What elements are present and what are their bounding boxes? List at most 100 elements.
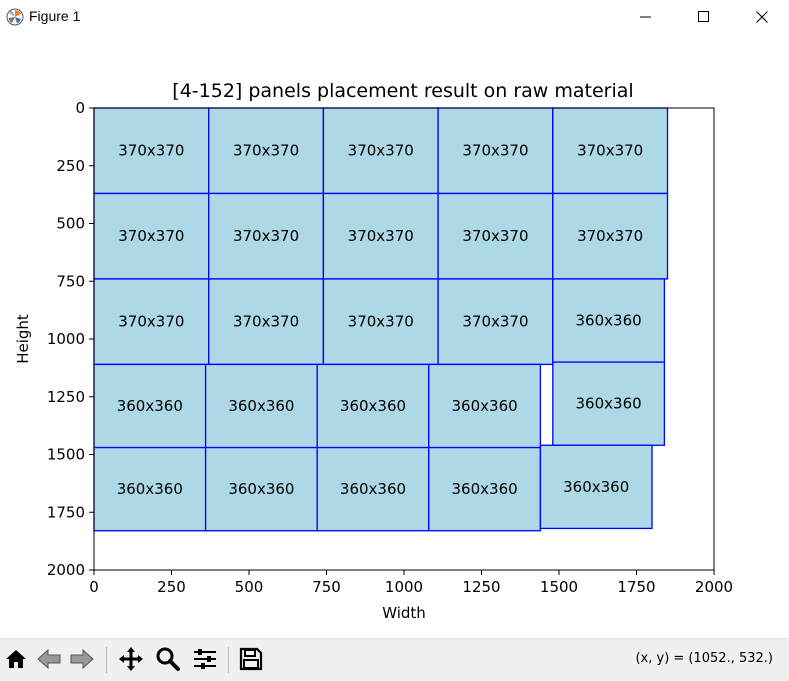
panel-rect: 370x370 [208, 278, 325, 366]
panel-rect: 360x360 [552, 361, 666, 446]
panel-rect: 370x370 [322, 107, 439, 195]
minimize-icon [640, 16, 651, 18]
minimize-button[interactable] [617, 0, 675, 34]
panel-label: 360x360 [452, 480, 518, 498]
y-tick-label: 250 [56, 157, 85, 175]
save-button[interactable] [237, 645, 265, 673]
panel-rect-shape [204, 363, 318, 449]
toolbar-separator [228, 647, 229, 673]
window-title: Figure 1 [29, 8, 81, 24]
maximize-button[interactable] [675, 0, 733, 34]
close-button[interactable] [733, 0, 789, 34]
y-tick-label: 1750 [47, 503, 85, 521]
y-tick-label: 2000 [47, 561, 85, 579]
panel-label: 370x370 [118, 142, 184, 160]
panel-rect-shape [552, 361, 666, 446]
plot-svg[interactable]: [4-152] panels placement result on raw m… [0, 34, 789, 638]
save-icon [239, 647, 263, 671]
x-tick-label: 1000 [385, 578, 423, 596]
panel-rect-shape [552, 278, 666, 363]
panel-rect-shape [93, 192, 210, 280]
panels-layer: 370x370 370x370 370x370 370x370 370x370 370x3… [93, 107, 669, 532]
panel-rect-shape [428, 446, 542, 532]
panel-label: 360x360 [117, 480, 183, 498]
y-tick-label: 1250 [47, 388, 85, 406]
panel-rect: 370x370 [437, 192, 554, 280]
home-button[interactable] [2, 645, 30, 673]
panel-rect: 370x370 [208, 107, 325, 195]
panel-label: 360x360 [563, 478, 629, 496]
panel-rect: 370x370 [93, 278, 210, 366]
panel-rect: 370x370 [322, 278, 439, 366]
y-tick-label: 1500 [47, 446, 85, 464]
panel-rect: 370x370 [437, 278, 554, 366]
panel-rect: 370x370 [322, 192, 439, 280]
back-button[interactable] [35, 645, 63, 673]
configure-subplots-button[interactable] [191, 645, 219, 673]
panel-rect-shape [552, 107, 669, 195]
y-axis: 0 250 500 750 1000 1250 1500 1750 2000 [47, 99, 94, 579]
panel-label: 370x370 [462, 227, 528, 245]
x-tick-label: 250 [157, 578, 186, 596]
home-icon [6, 650, 26, 668]
panel-rect-shape [322, 192, 439, 280]
close-icon [756, 11, 768, 23]
x-tick-label: 750 [312, 578, 341, 596]
configure-subplots-icon [194, 649, 216, 669]
panel-label: 370x370 [118, 313, 184, 331]
panel-label: 360x360 [340, 480, 406, 498]
panel-label: 360x360 [340, 397, 406, 415]
maximize-icon [698, 11, 709, 22]
panel-rect-shape [208, 192, 325, 280]
x-tick-label: 1750 [617, 578, 655, 596]
x-tick-label: 500 [235, 578, 264, 596]
figure-canvas[interactable]: [4-152] panels placement result on raw m… [0, 34, 789, 638]
panel-rect: 360x360 [316, 446, 430, 532]
forward-button[interactable] [68, 645, 96, 673]
panel-rect: 360x360 [316, 363, 430, 449]
panel-label: 360x360 [576, 395, 642, 413]
y-tick-label: 0 [75, 99, 85, 117]
panel-label: 370x370 [118, 227, 184, 245]
panel-label: 370x370 [233, 313, 299, 331]
panel-label: 370x370 [233, 142, 299, 160]
panel-rect: 370x370 [437, 107, 554, 195]
y-tick-label: 750 [56, 272, 85, 290]
panel-rect-shape [316, 363, 430, 449]
pan-button[interactable] [117, 645, 145, 673]
toolbar-separator [106, 647, 107, 673]
window-title-bar: Figure 1 [0, 0, 789, 34]
y-tick-label: 500 [56, 215, 85, 233]
panel-label: 370x370 [348, 313, 414, 331]
matplotlib-logo-icon [6, 8, 24, 26]
panel-label: 360x360 [228, 397, 294, 415]
panel-label: 360x360 [452, 397, 518, 415]
panel-rect: 360x360 [539, 444, 653, 530]
x-axis: 0 250 500 750 1000 1250 1500 1750 2000 [89, 570, 733, 596]
panel-label: 370x370 [348, 227, 414, 245]
panel-label: 370x370 [577, 142, 643, 160]
chart-title: [4-152] panels placement result on raw m… [172, 80, 633, 102]
panel-label: 370x370 [233, 227, 299, 245]
panel-rect: 360x360 [428, 446, 542, 532]
panel-rect: 370x370 [552, 107, 669, 195]
back-icon [37, 648, 61, 670]
panel-rect-shape [208, 278, 325, 366]
panel-rect: 360x360 [93, 446, 207, 532]
navigation-toolbar: (x, y) = (1052., 532.) [0, 638, 789, 681]
y-axis-label: Height [14, 314, 32, 364]
panel-label: 370x370 [462, 313, 528, 331]
panel-rect-shape [552, 192, 669, 280]
panel-rect-shape [322, 278, 439, 366]
cursor-coordinates: (x, y) = (1052., 532.) [635, 651, 773, 666]
y-tick-label: 1000 [47, 330, 85, 348]
forward-icon [70, 648, 94, 670]
panel-rect: 370x370 [93, 192, 210, 280]
panel-rect: 370x370 [552, 192, 669, 280]
panel-rect: 370x370 [93, 107, 210, 195]
panel-rect: 360x360 [204, 363, 318, 449]
panel-rect-shape [437, 278, 554, 366]
zoom-button[interactable] [154, 645, 182, 673]
panel-rect-shape [93, 278, 210, 366]
panel-label: 360x360 [117, 397, 183, 415]
